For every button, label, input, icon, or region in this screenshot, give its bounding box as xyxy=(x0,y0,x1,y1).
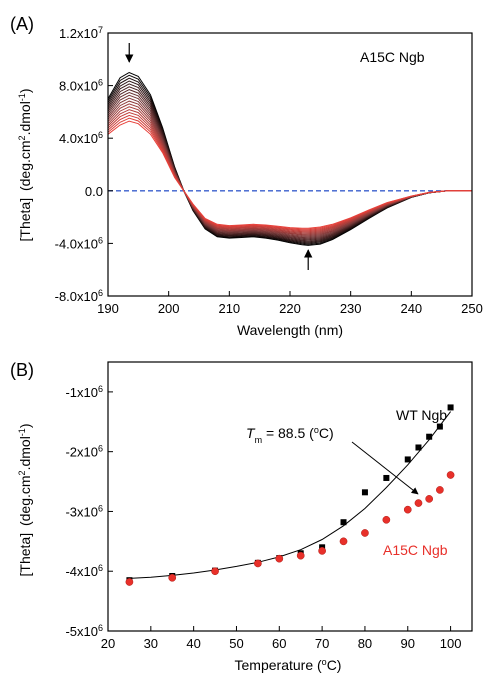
cd-spectrum-line xyxy=(107,80,472,243)
a15c-point xyxy=(275,554,284,563)
y-tick-label: -3x106 xyxy=(65,503,103,519)
y-tick-label: -8.0x106 xyxy=(55,288,103,304)
panel-b-ylabel: [Theta] (deg.cm2.dmol-1) xyxy=(17,424,33,577)
x-tick-label: 90 xyxy=(401,636,415,651)
cd-spectrum-line xyxy=(107,91,472,239)
x-tick-label: 30 xyxy=(144,636,158,651)
a15c-point xyxy=(446,471,455,479)
cd-spectrum-line xyxy=(107,89,472,240)
panel-b-frame xyxy=(107,361,473,632)
panel-b-fit-curve xyxy=(129,411,451,579)
panel-a-label: (A) xyxy=(10,14,34,34)
cd-spectrum-line xyxy=(107,86,472,241)
wt-point xyxy=(361,489,368,496)
x-tick-label: 240 xyxy=(400,301,422,316)
a15c-point xyxy=(361,529,369,537)
x-tick-label: 40 xyxy=(186,636,200,651)
cd-spectrum-line xyxy=(107,100,472,236)
a15c-point xyxy=(339,537,348,546)
a15c-point xyxy=(254,559,262,568)
wt-point xyxy=(415,444,422,451)
cd-spectrum-line xyxy=(107,97,472,237)
fit-line xyxy=(129,411,451,579)
panel-b-points xyxy=(125,404,455,586)
y-tick-label: 8.0x106 xyxy=(59,78,103,94)
legend-a15c-label: A15C Ngb xyxy=(383,542,448,558)
panel-a-annotation: A15C Ngb xyxy=(360,49,425,65)
x-tick-label: 80 xyxy=(358,636,372,651)
y-tick-label: -5x106 xyxy=(65,623,103,639)
wt-point xyxy=(404,456,411,463)
panel-b-label: (B) xyxy=(10,360,34,380)
x-tick-label: 100 xyxy=(440,636,462,651)
cd-spectrum-line xyxy=(107,94,472,238)
a15c-point xyxy=(436,486,444,494)
y-tick-label: 4.0x106 xyxy=(59,130,103,146)
y-tick-label: -1x106 xyxy=(65,384,103,400)
a15c-point xyxy=(425,495,434,503)
x-tick-label: 70 xyxy=(315,636,329,651)
panel-a-series-group xyxy=(107,71,472,246)
cd-spectrum-line xyxy=(107,71,472,246)
cd-spectrum-line xyxy=(107,103,472,235)
panel-a-ticks: 190 200 210 220 230 240 250 1.2x107 8.0x106 4.0x1… xyxy=(55,25,483,316)
y-tick-label: -2x106 xyxy=(65,444,103,460)
a15c-point xyxy=(318,547,326,555)
x-tick-label: 250 xyxy=(461,301,483,316)
y-tick-label: 1.2x107 xyxy=(59,25,103,41)
x-tick-label: 210 xyxy=(218,301,240,316)
cd-spectrum-line xyxy=(107,74,472,245)
x-tick-label: 220 xyxy=(279,301,301,316)
x-tick-label: 20 xyxy=(101,636,115,651)
cd-spectrum-line xyxy=(107,106,472,234)
cd-spectrum-line xyxy=(107,77,472,244)
y-tick-label: 0.0 xyxy=(85,184,103,199)
wt-point xyxy=(447,404,454,411)
tm-arrow xyxy=(351,441,419,495)
panel-b: (B) [Theta] (deg.cm2.dmol-1) 20 30 40 50 60 7… xyxy=(10,360,473,673)
a15c-point xyxy=(211,567,219,576)
a15c-point xyxy=(296,551,305,560)
panel-a-arrows xyxy=(125,43,313,270)
panel-b-ticks: 20 30 40 50 60 70 80 90 100 -1x106 -2x106 -3x106 -4x… xyxy=(65,384,461,651)
cd-spectrum-line xyxy=(107,83,472,242)
wt-point xyxy=(436,423,443,430)
x-tick-label: 190 xyxy=(97,301,119,316)
x-tick-label: 50 xyxy=(229,636,243,651)
a15c-point xyxy=(414,499,423,507)
panel-b-xlabel: Temperature (oC) xyxy=(235,657,342,673)
panel-a-xlabel: Wavelength (nm) xyxy=(237,322,343,338)
panel-a-frame xyxy=(107,32,473,297)
y-tick-label: -4.0x106 xyxy=(55,235,103,251)
tm-annotation: Tm = 88.5 (oC) xyxy=(246,425,334,445)
a15c-point xyxy=(168,573,177,582)
a15c-point xyxy=(125,578,134,586)
legend-wt-label: WT Ngb xyxy=(396,407,447,423)
panel-a: (A) [Theta] (deg.cm2.dmol-1) 190 200 210 22… xyxy=(10,14,483,338)
cd-spectrum-line xyxy=(107,120,472,229)
x-tick-label: 60 xyxy=(272,636,286,651)
x-tick-label: 230 xyxy=(340,301,362,316)
y-tick-label: -4x106 xyxy=(65,563,103,579)
wt-point xyxy=(426,433,433,440)
panel-a-ylabel: [Theta] (deg.cm2.dmol-1) xyxy=(17,89,33,242)
wt-point xyxy=(383,474,390,481)
x-tick-label: 200 xyxy=(158,301,180,316)
wt-point xyxy=(340,519,347,526)
a15c-point xyxy=(403,505,412,514)
a15c-point xyxy=(382,515,391,524)
